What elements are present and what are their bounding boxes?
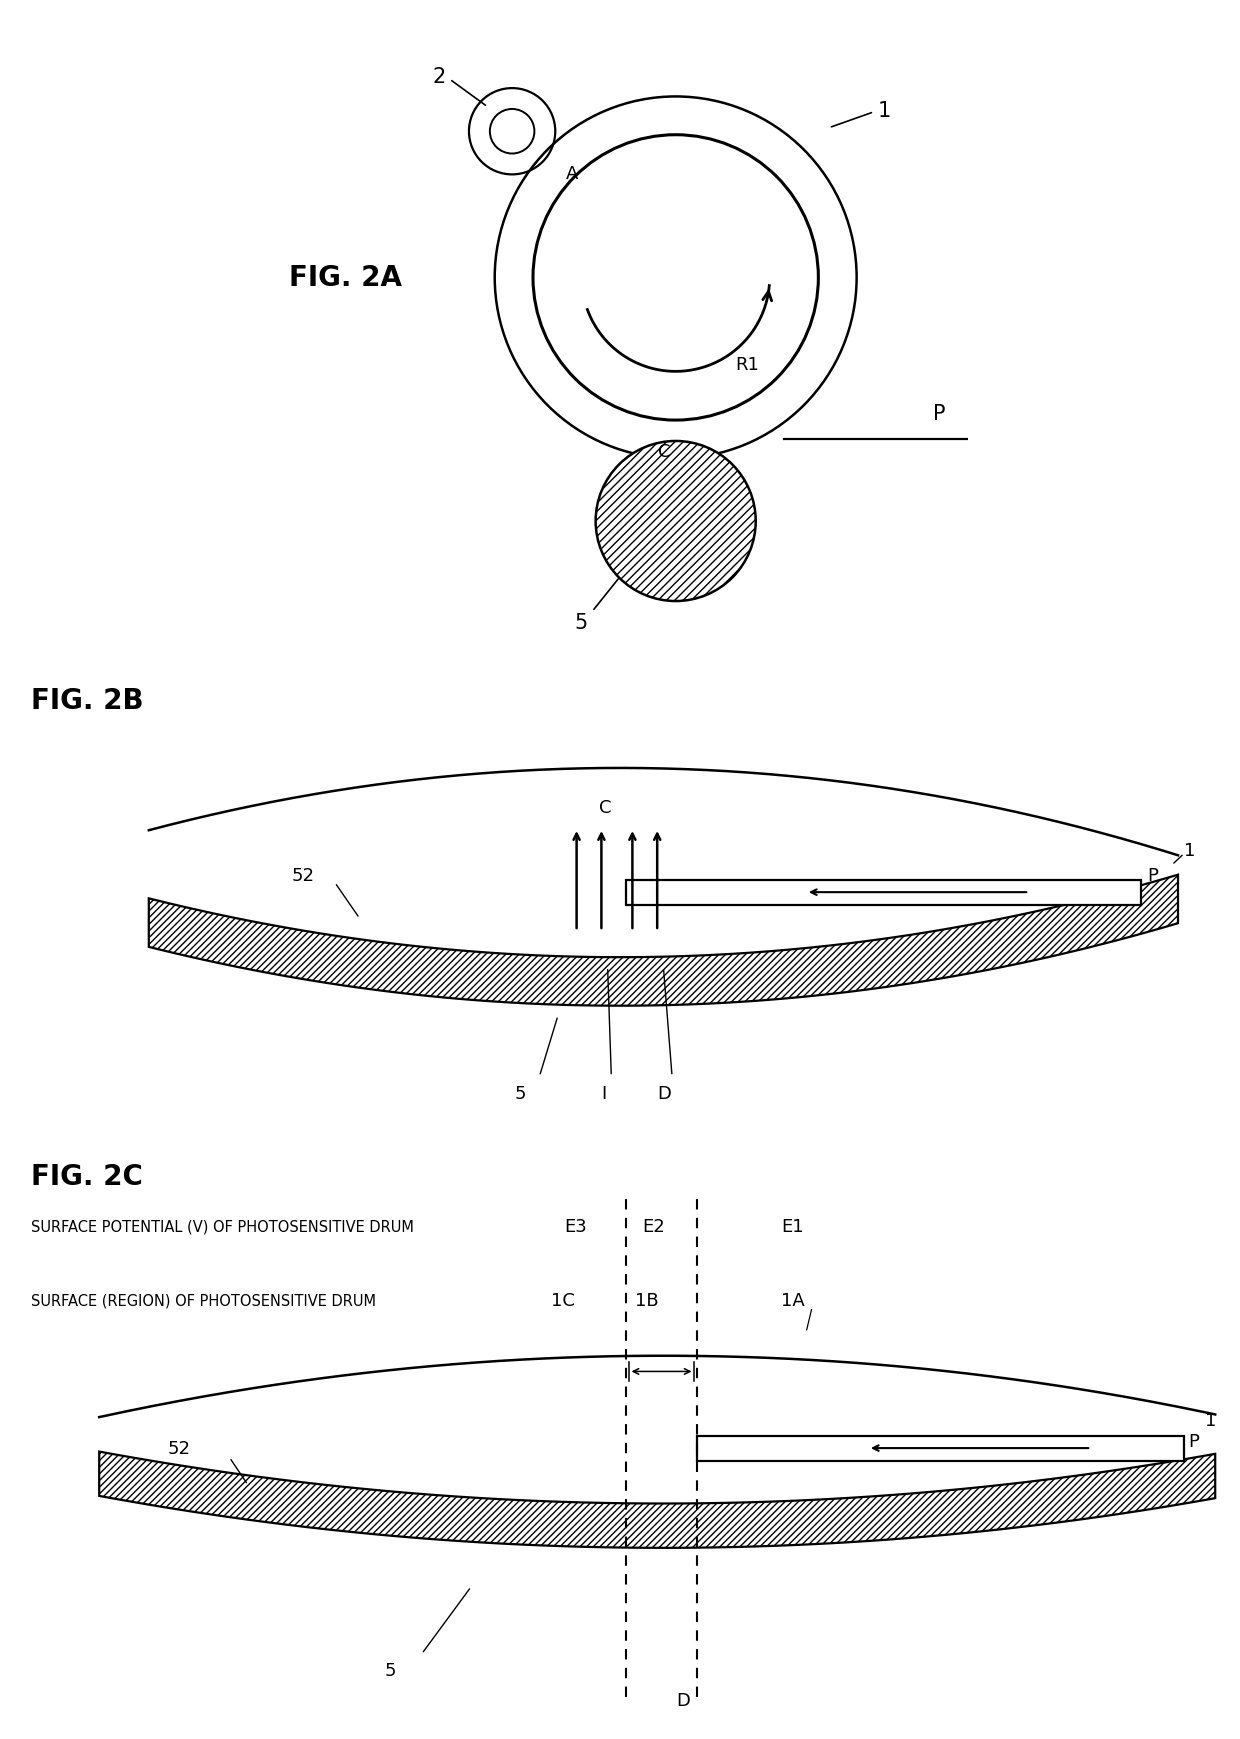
Text: 52: 52: [167, 1440, 191, 1457]
Text: 5: 5: [515, 1085, 526, 1103]
Text: P: P: [934, 403, 946, 424]
Text: SURFACE POTENTIAL (V) OF PHOTOSENSITIVE DRUM: SURFACE POTENTIAL (V) OF PHOTOSENSITIVE …: [31, 1219, 414, 1235]
Text: 5: 5: [384, 1661, 396, 1678]
Text: E1: E1: [781, 1217, 804, 1236]
Text: D: D: [657, 1085, 671, 1103]
Text: 1B: 1B: [635, 1292, 658, 1309]
Text: I: I: [601, 1085, 606, 1103]
Text: C: C: [658, 443, 671, 461]
Bar: [697, 1436, 1184, 1461]
Circle shape: [595, 442, 755, 602]
Text: D: D: [676, 1692, 689, 1709]
Text: FIG. 2A: FIG. 2A: [289, 264, 403, 292]
Text: 1: 1: [1205, 1412, 1216, 1429]
Text: 1A: 1A: [781, 1292, 805, 1309]
Text: FIG. 2C: FIG. 2C: [31, 1162, 143, 1189]
Text: 52: 52: [291, 866, 315, 883]
Text: P: P: [1188, 1431, 1199, 1450]
Bar: [626, 880, 1141, 906]
Text: 1: 1: [1184, 842, 1195, 859]
Text: C: C: [599, 798, 611, 816]
Text: E2: E2: [642, 1217, 665, 1236]
Text: E3: E3: [564, 1217, 587, 1236]
Text: 2: 2: [432, 66, 445, 87]
Text: P: P: [1147, 866, 1158, 883]
Polygon shape: [149, 875, 1178, 1007]
Text: SURFACE (REGION) OF PHOTOSENSITIVE DRUM: SURFACE (REGION) OF PHOTOSENSITIVE DRUM: [31, 1294, 376, 1308]
Text: 5: 5: [575, 612, 588, 633]
Text: 1C: 1C: [551, 1292, 574, 1309]
Text: 1: 1: [878, 101, 890, 122]
Text: FIG. 2B: FIG. 2B: [31, 687, 144, 715]
Polygon shape: [99, 1452, 1215, 1548]
Text: R1: R1: [735, 356, 759, 374]
Text: A: A: [565, 165, 578, 183]
